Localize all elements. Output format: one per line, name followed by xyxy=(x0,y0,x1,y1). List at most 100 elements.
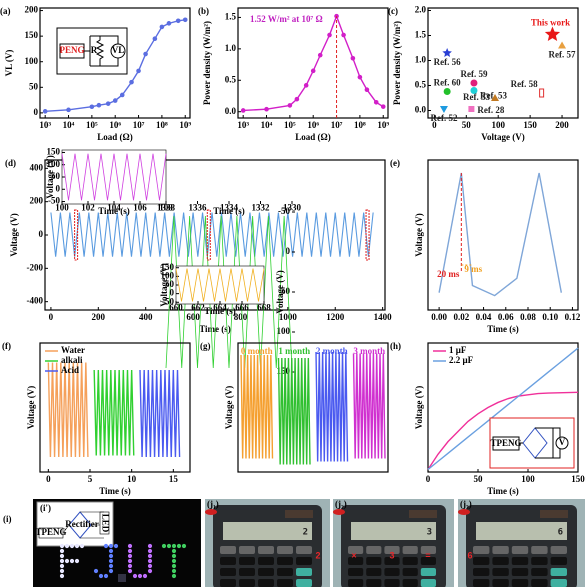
key xyxy=(473,579,490,587)
key xyxy=(384,568,400,576)
led xyxy=(59,573,65,579)
led xyxy=(147,563,153,569)
key xyxy=(531,546,548,554)
inset-y-label: Voltage (V) xyxy=(45,155,55,198)
point xyxy=(341,32,346,38)
led xyxy=(127,548,133,554)
point xyxy=(303,83,309,88)
key xyxy=(220,579,236,587)
led xyxy=(171,548,177,554)
x-tick-label: 800 xyxy=(234,312,248,322)
point-label: Ref. 58 xyxy=(511,79,538,89)
meter xyxy=(555,436,569,450)
x-tick-label: 0.04 xyxy=(476,312,492,322)
led xyxy=(127,543,133,549)
inset-x-label: Time (s) xyxy=(98,206,130,216)
x-tick-label: 1000 xyxy=(279,312,298,322)
y-tick-label: 1.5 xyxy=(415,30,427,40)
key xyxy=(296,579,312,587)
plot-frame xyxy=(237,342,389,473)
y-tick-label: 100 xyxy=(25,56,39,66)
key xyxy=(258,557,274,565)
point xyxy=(317,52,323,58)
clip xyxy=(333,509,345,515)
y-tick-label: 2.0 xyxy=(415,5,427,15)
inset-line xyxy=(175,268,265,302)
point xyxy=(159,24,165,30)
point-label: Ref. 60 xyxy=(434,78,461,88)
panel-label: (c) xyxy=(388,6,398,16)
key xyxy=(384,579,400,587)
point-label: Ref. 59 xyxy=(460,69,487,79)
point xyxy=(96,102,102,108)
solar-panel xyxy=(285,510,313,518)
key xyxy=(348,546,364,554)
x-tick-label: 0 xyxy=(49,312,54,322)
display xyxy=(476,522,567,540)
point xyxy=(119,92,125,98)
key xyxy=(239,568,255,576)
x-tick-label: 0.10 xyxy=(542,312,558,322)
inset-x-label: Time (s) xyxy=(204,306,236,316)
led xyxy=(127,568,133,574)
circuit-label: R xyxy=(91,45,98,55)
x-tick-label: 0 xyxy=(432,120,437,130)
point xyxy=(112,98,118,103)
key xyxy=(296,568,312,576)
point xyxy=(175,18,181,24)
led xyxy=(59,548,65,554)
point xyxy=(380,104,386,109)
led xyxy=(98,573,104,579)
zoom-box xyxy=(74,209,79,261)
point xyxy=(89,104,95,110)
led xyxy=(59,543,65,549)
y-tick-label: 150 xyxy=(47,147,61,157)
key xyxy=(473,557,490,565)
led xyxy=(103,543,109,549)
y-tick-label: 150 xyxy=(161,262,175,272)
y-tick-label: 50 xyxy=(165,279,175,289)
x-tick-label: 1332 xyxy=(252,203,271,213)
point xyxy=(152,36,158,41)
y-tick-label: -400 xyxy=(27,296,44,306)
key xyxy=(492,579,509,587)
key xyxy=(402,557,418,565)
key xyxy=(384,557,400,565)
point xyxy=(470,87,478,94)
series-line xyxy=(277,357,311,465)
device xyxy=(118,574,126,582)
display-digit: 3 xyxy=(427,528,432,538)
key xyxy=(511,579,529,587)
led xyxy=(69,558,75,564)
y-tick-label: 50 xyxy=(281,286,291,296)
key xyxy=(492,546,509,554)
y-tick-label: -200 xyxy=(27,262,44,272)
led xyxy=(108,558,114,564)
point xyxy=(468,106,475,112)
led xyxy=(147,568,153,574)
annotation: 1.52 W/m² at 10⁷ Ω xyxy=(250,14,323,24)
x-tick-label: 200 xyxy=(555,120,569,130)
led xyxy=(147,558,153,564)
key xyxy=(531,557,548,565)
circuit-label: PENG xyxy=(59,45,84,55)
point xyxy=(66,107,71,113)
panel-label: (d) xyxy=(5,158,16,168)
key xyxy=(420,557,436,565)
y-tick-label: 0.0 xyxy=(415,105,427,115)
panel-label: (a) xyxy=(0,6,11,16)
led xyxy=(108,548,114,554)
y-tick-label: 150 xyxy=(25,30,39,40)
panel-label: (j₂) xyxy=(335,499,347,509)
y-tick-label: 200 xyxy=(25,5,39,15)
y-tick-label: 400 xyxy=(30,162,44,172)
y-axis-label: Voltage (V) xyxy=(414,386,424,429)
x-tick-label: 0.00 xyxy=(431,312,447,322)
x-axis-label: Time (s) xyxy=(487,324,519,334)
wire xyxy=(62,511,104,539)
point xyxy=(364,87,370,93)
led xyxy=(127,563,133,569)
x-tick-label: 10³ xyxy=(237,120,249,130)
x-tick-label: 10 xyxy=(127,474,137,484)
led xyxy=(181,543,187,549)
